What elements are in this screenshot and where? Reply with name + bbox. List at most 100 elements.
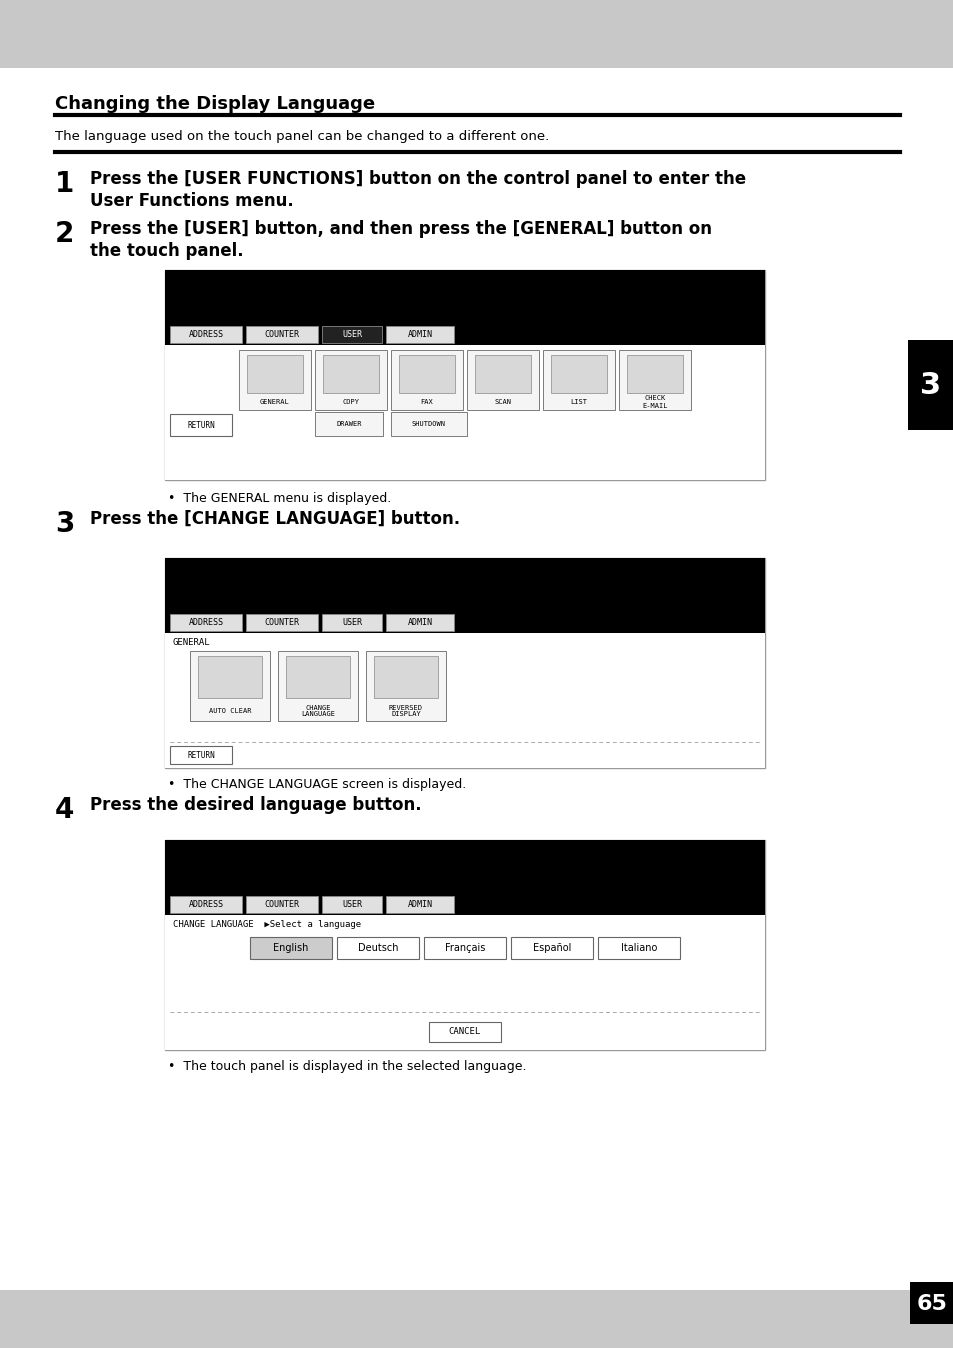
Text: Press the [USER FUNCTIONS] button on the control panel to enter the: Press the [USER FUNCTIONS] button on the… <box>90 170 745 187</box>
Bar <box>165 840 764 895</box>
Bar <box>170 414 232 435</box>
Bar <box>165 915 764 1050</box>
Bar <box>165 270 764 325</box>
Text: Italiano: Italiano <box>620 944 657 953</box>
Text: SCAN: SCAN <box>494 399 511 404</box>
Bar <box>314 412 382 435</box>
Text: USER: USER <box>341 617 361 627</box>
Bar <box>0 1290 953 1348</box>
Text: SHUTDOWN: SHUTDOWN <box>412 421 446 427</box>
Text: 65: 65 <box>916 1294 946 1314</box>
Text: DRAWER: DRAWER <box>335 421 361 427</box>
Text: FAX: FAX <box>420 399 433 404</box>
Text: Press the [USER] button, and then press the [GENERAL] button on: Press the [USER] button, and then press … <box>90 220 711 239</box>
Text: GENERAL: GENERAL <box>172 638 211 647</box>
Bar <box>323 355 378 394</box>
Bar <box>165 270 764 480</box>
Bar <box>198 656 262 698</box>
Text: •  The touch panel is displayed in the selected language.: • The touch panel is displayed in the se… <box>168 1060 526 1073</box>
Text: ADDRESS: ADDRESS <box>189 330 223 338</box>
Text: RETURN: RETURN <box>187 421 214 430</box>
Bar <box>170 745 232 764</box>
Text: ADMIN: ADMIN <box>407 900 432 909</box>
Text: GENERAL: GENERAL <box>260 399 290 404</box>
Text: COUNTER: COUNTER <box>264 900 299 909</box>
Bar <box>626 355 682 394</box>
Text: •  The CHANGE LANGUAGE screen is displayed.: • The CHANGE LANGUAGE screen is displaye… <box>168 778 466 791</box>
Bar <box>907 340 953 430</box>
Bar <box>247 355 303 394</box>
Text: COUNTER: COUNTER <box>264 617 299 627</box>
Bar <box>322 896 381 913</box>
Text: ADDRESS: ADDRESS <box>189 900 223 909</box>
Text: 3: 3 <box>920 371 941 399</box>
Text: RETURN: RETURN <box>187 751 214 759</box>
Bar <box>618 350 690 410</box>
Text: English: English <box>273 944 309 953</box>
Text: AUTO CLEAR: AUTO CLEAR <box>209 708 251 714</box>
Text: CHANGE
LANGUAGE: CHANGE LANGUAGE <box>301 705 335 717</box>
Bar <box>246 613 317 631</box>
Bar <box>165 840 764 1050</box>
Text: 4: 4 <box>55 797 74 824</box>
Text: COPY: COPY <box>342 399 359 404</box>
Bar <box>322 613 381 631</box>
Bar <box>0 0 953 67</box>
Text: ADDRESS: ADDRESS <box>189 617 223 627</box>
Bar <box>170 613 242 631</box>
Bar <box>429 1022 500 1042</box>
Bar <box>386 326 454 342</box>
Text: ADMIN: ADMIN <box>407 330 432 338</box>
Text: COUNTER: COUNTER <box>264 330 299 338</box>
Text: ADMIN: ADMIN <box>407 617 432 627</box>
Text: Press the [CHANGE LANGUAGE] button.: Press the [CHANGE LANGUAGE] button. <box>90 510 459 528</box>
Bar <box>165 325 764 345</box>
Text: Français: Français <box>444 944 485 953</box>
Bar <box>286 656 350 698</box>
Text: Press the desired language button.: Press the desired language button. <box>90 797 421 814</box>
Bar <box>190 651 270 721</box>
Bar <box>475 355 531 394</box>
Bar <box>170 896 242 913</box>
Bar <box>391 412 467 435</box>
Bar <box>398 355 455 394</box>
Text: REVERSED
DISPLAY: REVERSED DISPLAY <box>389 705 422 717</box>
Text: CANCEL: CANCEL <box>449 1027 480 1037</box>
Text: CHANGE LANGUAGE  ▶Select a language: CHANGE LANGUAGE ▶Select a language <box>172 919 361 929</box>
Text: •  The GENERAL menu is displayed.: • The GENERAL menu is displayed. <box>168 492 391 506</box>
Text: CHECK
E-MAIL: CHECK E-MAIL <box>641 395 667 408</box>
Bar <box>336 937 418 958</box>
Bar <box>366 651 446 721</box>
Text: 1: 1 <box>55 170 74 198</box>
Bar <box>246 896 317 913</box>
Bar <box>170 326 242 342</box>
Bar <box>250 937 332 958</box>
Text: LIST: LIST <box>570 399 587 404</box>
Bar <box>467 350 538 410</box>
Bar <box>239 350 311 410</box>
Bar <box>277 651 357 721</box>
Bar <box>165 345 764 480</box>
Bar <box>165 558 764 613</box>
Text: Changing the Display Language: Changing the Display Language <box>55 94 375 113</box>
Bar <box>165 634 764 768</box>
Bar <box>374 656 437 698</box>
Bar <box>314 350 387 410</box>
Bar <box>511 937 593 958</box>
Bar <box>165 558 764 768</box>
Text: 2: 2 <box>55 220 74 248</box>
Bar <box>909 1282 953 1324</box>
Text: the touch panel.: the touch panel. <box>90 243 243 260</box>
Text: Español: Español <box>533 944 571 953</box>
Text: USER: USER <box>341 900 361 909</box>
Bar <box>386 613 454 631</box>
Bar <box>165 895 764 915</box>
Bar <box>386 896 454 913</box>
Text: User Functions menu.: User Functions menu. <box>90 191 294 210</box>
Text: Deutsch: Deutsch <box>357 944 397 953</box>
Bar <box>423 937 505 958</box>
Bar <box>391 350 462 410</box>
Text: USER: USER <box>341 330 361 338</box>
Text: The language used on the touch panel can be changed to a different one.: The language used on the touch panel can… <box>55 129 549 143</box>
Bar <box>322 326 381 342</box>
